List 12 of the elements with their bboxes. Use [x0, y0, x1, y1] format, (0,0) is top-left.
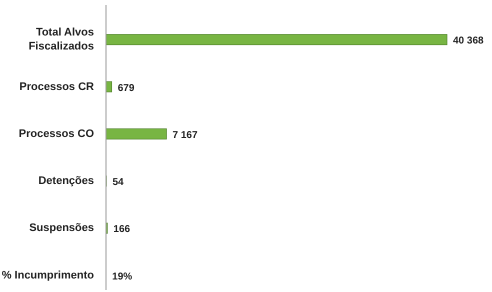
data-label: 19%	[112, 271, 132, 282]
y-tick-label: % Incumprimento	[2, 269, 94, 282]
data-label: 40 368	[453, 36, 484, 47]
data-label: 7 167	[172, 130, 198, 141]
y-tick-label: Detenções	[38, 174, 94, 187]
y-tick-label: Suspensões	[29, 222, 94, 234]
data-label: 166	[113, 224, 131, 236]
data-label: 54	[112, 177, 124, 188]
y-tick-label: Processos CR	[19, 80, 94, 93]
data-label: 679	[118, 82, 135, 94]
y-tick-label: Processos CO	[18, 128, 94, 140]
y-tick-label: Total Alvos Fiscalizados	[28, 26, 94, 53]
